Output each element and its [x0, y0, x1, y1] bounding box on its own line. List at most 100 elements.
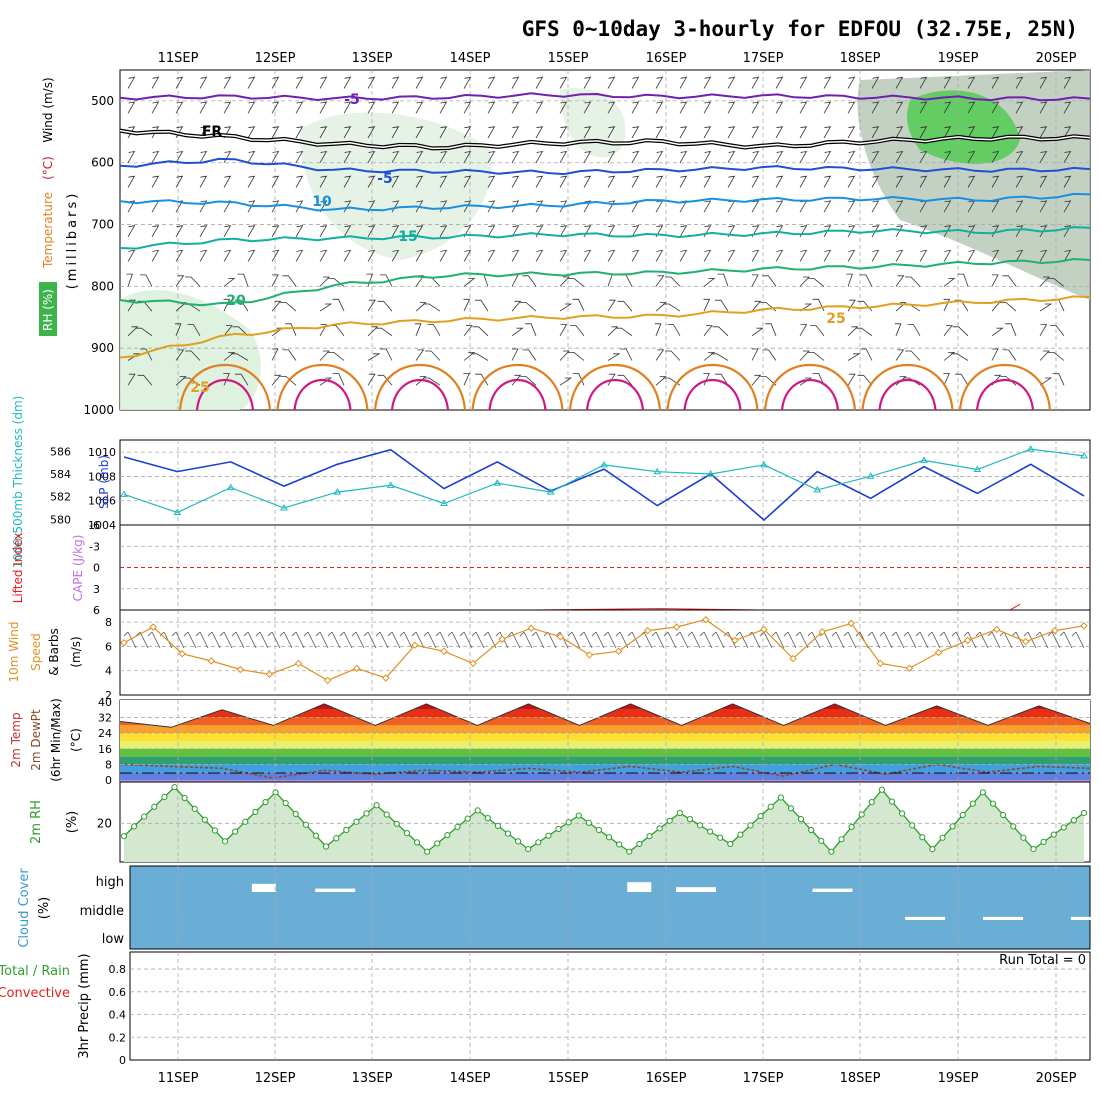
- pressure-tick-label: 600: [91, 156, 114, 170]
- wind-barb: [375, 327, 393, 337]
- wind-barb: [343, 150, 352, 163]
- wind-barb: [174, 323, 182, 336]
- wind-barb: [247, 101, 256, 114]
- wind-speed-point: [440, 647, 448, 655]
- wind-barb: [775, 150, 784, 163]
- precip-tick: 0.8: [109, 963, 127, 976]
- contour-label: -5: [344, 92, 360, 108]
- rh-point: [232, 828, 239, 835]
- wind-barb: [463, 373, 470, 386]
- wind-barb: [559, 175, 568, 188]
- wind-barb: [367, 249, 376, 262]
- wind-barb: [463, 76, 472, 89]
- isotherm-line: [120, 157, 1090, 176]
- slp-tick-label: 1006: [88, 495, 116, 508]
- wind-barb: [895, 126, 904, 139]
- temperature-tick: 8: [105, 758, 112, 771]
- wind-barb: [559, 150, 568, 163]
- wind-barb: [247, 126, 256, 139]
- rh-point: [403, 829, 411, 837]
- rh-point: [595, 826, 603, 834]
- rh-point: [838, 836, 845, 843]
- wind-barb: [703, 352, 716, 361]
- wind-barb: [570, 325, 585, 337]
- surface-wind-barb: [399, 631, 413, 649]
- wind-barb: [714, 299, 729, 312]
- temp-line: [120, 703, 1090, 728]
- surface-wind-barb: [231, 631, 245, 649]
- rh-point: [878, 786, 885, 793]
- surface-wind-barb: [579, 631, 593, 649]
- wind-barb: [871, 126, 880, 139]
- wind-barb: [559, 76, 568, 89]
- wind-barb: [655, 302, 667, 312]
- temperature-band: [120, 733, 1090, 741]
- wind-barb: [905, 276, 921, 287]
- wind-barb: [127, 150, 136, 163]
- surface-wind-barb: [195, 631, 209, 649]
- rh-point: [464, 815, 471, 822]
- wind-barb: [463, 249, 472, 262]
- wind-barb: [967, 150, 976, 163]
- temp2m-panel: 40 32 24 16 8 0 2m Temp 2m DewPt (6hr Min/Max…: [9, 696, 1091, 787]
- lifted-index-tick: 0: [93, 562, 100, 575]
- wind-barb: [380, 348, 393, 361]
- date-label-top: 15SEP: [548, 51, 589, 66]
- wind-barb: [871, 150, 880, 163]
- wind-barb: [223, 325, 233, 337]
- wind-barb: [247, 150, 256, 163]
- thickness-tick-label: 584: [50, 468, 71, 481]
- wind-speed-point: [149, 623, 157, 631]
- date-label-bottom: 15SEP: [548, 1071, 589, 1086]
- wind-speed-tick: 6: [105, 640, 112, 653]
- rh-point: [979, 789, 987, 796]
- wind-barb: [511, 175, 520, 188]
- wind-barb: [487, 150, 496, 163]
- wind-barb: [559, 303, 573, 312]
- wind-barb: [679, 175, 688, 188]
- wind-barb: [127, 225, 136, 238]
- wind-barb: [617, 300, 633, 312]
- wind-speed-point: [527, 624, 535, 632]
- wind-barb: [919, 175, 928, 188]
- surface-wind-barb: [963, 631, 977, 649]
- surface-wind-barb: [207, 631, 221, 649]
- wind-barb: [991, 327, 1004, 337]
- wind-barb: [955, 373, 969, 386]
- temperature-band: [120, 741, 1090, 749]
- wind-barb: [860, 348, 873, 361]
- wind-barb: [703, 76, 712, 89]
- temperature-band: [120, 764, 1090, 773]
- thickness-tick-label: 586: [50, 445, 71, 458]
- wind-barb: [234, 299, 249, 312]
- rh-point: [161, 793, 168, 801]
- wind-barb: [127, 76, 136, 89]
- lifted-index-tick: 6: [93, 604, 100, 617]
- wind10m-label-2: Speed: [29, 633, 43, 671]
- wind-barb: [943, 101, 952, 114]
- rh-point: [707, 828, 714, 835]
- wind-barb: [655, 249, 664, 262]
- wind-barb: [607, 299, 616, 312]
- rh-point: [120, 833, 128, 840]
- wind-barb: [525, 323, 537, 336]
- wind-barb: [703, 150, 712, 163]
- wind-barb: [751, 225, 760, 238]
- wind-barb: [943, 200, 952, 213]
- date-label-top: 19SEP: [938, 51, 979, 66]
- rh-point: [545, 832, 552, 839]
- wind-barb: [655, 175, 664, 188]
- wind-barb: [127, 101, 136, 114]
- cape-label: CAPE (J/kg): [71, 535, 85, 602]
- wind-barb: [812, 373, 825, 386]
- cloud-level-middle: middle: [80, 904, 124, 919]
- rh-point: [858, 811, 865, 818]
- wind-barb: [470, 353, 489, 361]
- wind-barb: [427, 324, 441, 337]
- wind-barb: [247, 175, 256, 188]
- wind-label: Wind (m/s): [41, 77, 55, 142]
- wind-barb: [423, 377, 441, 386]
- warm-contour: [178, 364, 272, 410]
- wind-barb: [463, 200, 472, 213]
- wind-barb: [943, 76, 952, 89]
